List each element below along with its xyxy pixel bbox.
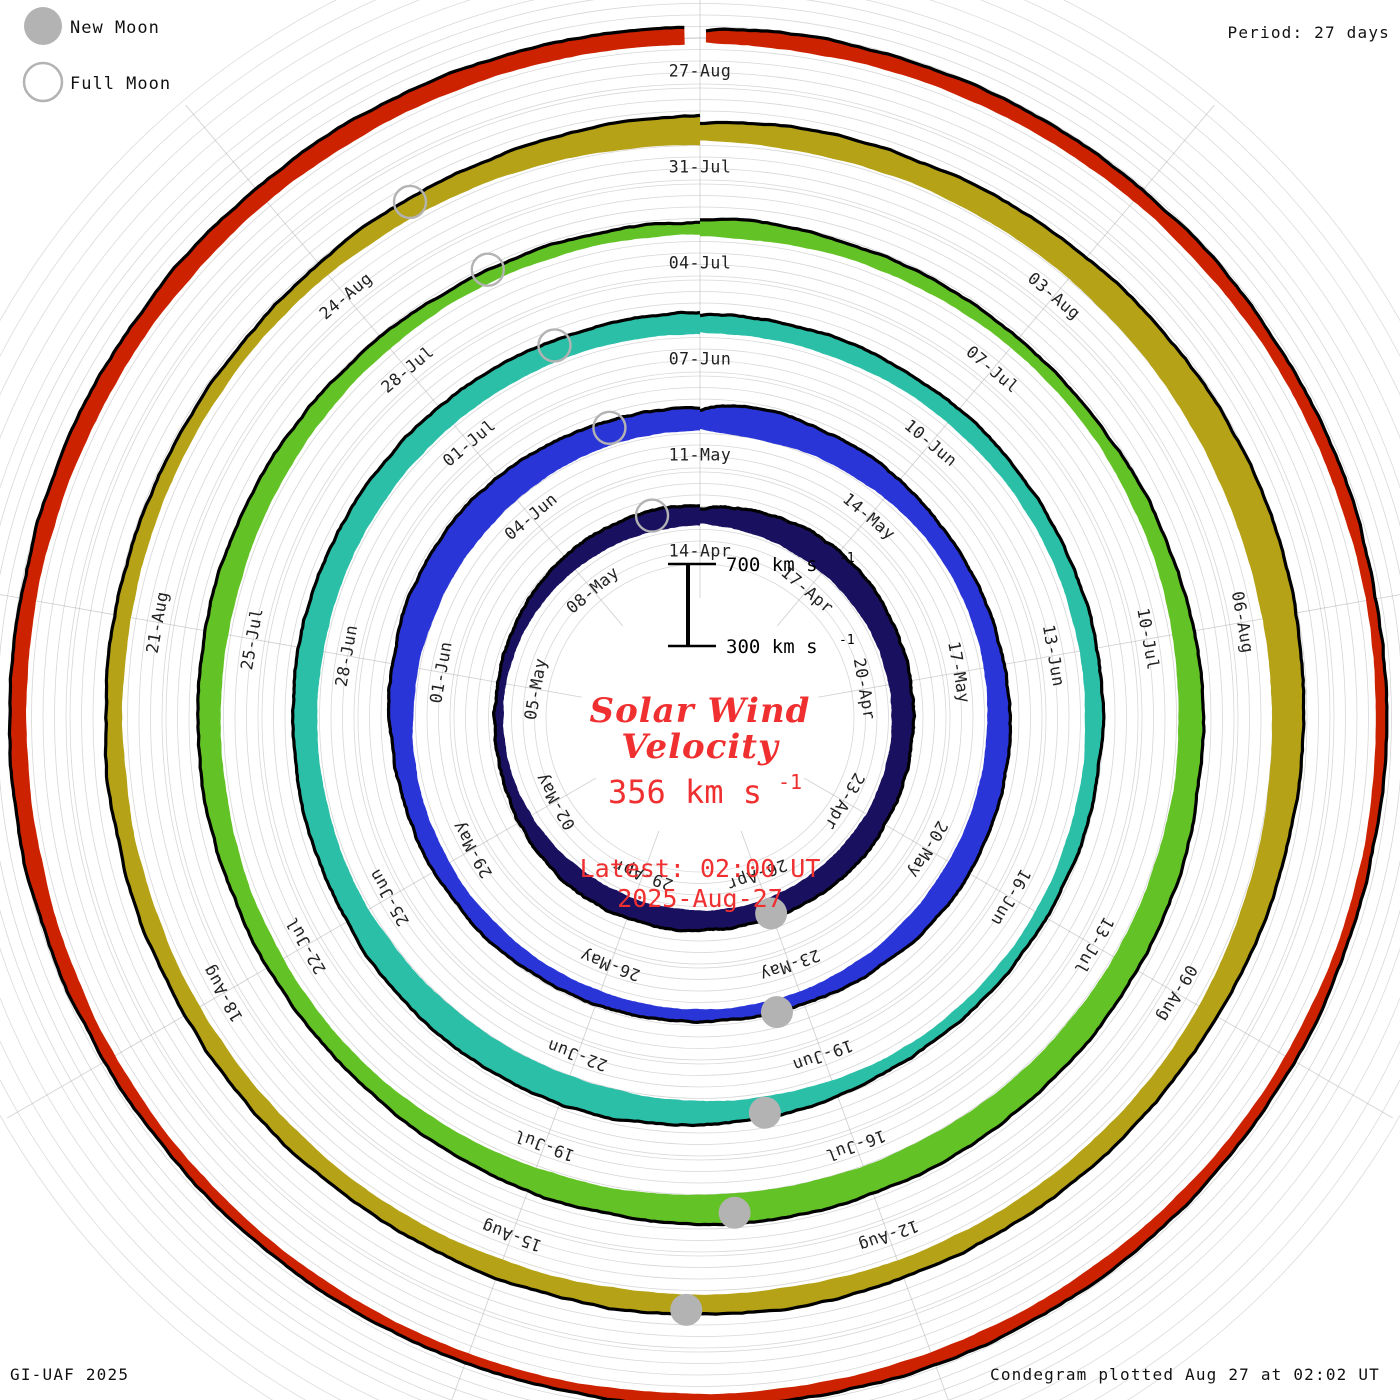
full-moon-marker	[392, 184, 428, 220]
new-moon-marker	[670, 1293, 703, 1326]
full-moon-marker	[634, 498, 670, 533]
scale-top-exponent: -1	[839, 551, 855, 566]
ring-date-label: 16-Jun	[987, 866, 1035, 930]
latest-date: 2025-Aug-27	[617, 884, 783, 913]
current-value: 356 km s	[608, 773, 762, 811]
ring-date-label: 04-Jul	[669, 254, 732, 273]
ring-date-label: 13-Jun	[1039, 623, 1069, 688]
ring-date-label: 11-May	[669, 446, 732, 465]
ring-date-label: 27-Aug	[669, 62, 732, 81]
ring-date-label: 10-Jul	[1133, 607, 1163, 672]
ring-date-label: 22-Jul	[282, 914, 330, 978]
new-moon-label: New Moon	[70, 18, 160, 38]
moon-legend: New Moon Full Moon	[22, 7, 171, 103]
ring-date-label: 21-Aug	[143, 590, 173, 655]
footer-left-group: GI-UAF 2025	[10, 1365, 129, 1384]
full-moon-marker	[592, 410, 627, 446]
full-moon-marker	[537, 328, 572, 363]
chart-title-line1: Solar Wind	[590, 691, 811, 731]
moon-markers	[392, 184, 793, 1326]
new-moon-icon	[24, 7, 62, 45]
plot-timestamp: Condegram plotted Aug 27 at 02:02 UT	[990, 1365, 1380, 1384]
ring-date-label: 18-Aug	[199, 962, 247, 1026]
new-moon-marker	[748, 1096, 781, 1129]
copyright-label: GI-UAF 2025	[10, 1365, 129, 1384]
full-moon-icon	[22, 61, 64, 103]
center-annotation: Solar Wind Velocity 356 km s -1 Latest: …	[580, 691, 821, 913]
full-moon-marker	[470, 252, 505, 287]
scale-bottom-exponent: -1	[839, 633, 855, 648]
ring-date-label: 25-Jul	[237, 607, 267, 672]
footer-right-group: Condegram plotted Aug 27 at 02:02 UT	[990, 1365, 1380, 1384]
latest-time: Latest: 02:00 UT	[580, 854, 821, 883]
scale-bottom-label: 300 km s	[726, 636, 818, 658]
period-label-group: Period: 27 days	[1228, 23, 1391, 42]
ring-envelope	[290, 310, 1106, 1128]
period-label: Period: 27 days	[1228, 23, 1391, 42]
ring-date-label: 14-Apr	[669, 542, 732, 561]
new-moon-marker	[760, 996, 793, 1029]
new-moon-marker	[755, 897, 788, 930]
ring-envelope	[492, 504, 917, 933]
ring-date-label: 07-Jun	[669, 350, 732, 369]
chart-title-line2: Velocity	[621, 727, 780, 767]
ring-traces	[7, 25, 1389, 1400]
ring-date-label: 06-Aug	[1228, 590, 1258, 655]
ring-date-label: 31-Jul	[669, 158, 732, 177]
scale-bar: 700 km s -1 300 km s -1	[668, 551, 855, 658]
scale-top-label: 700 km s	[726, 554, 818, 576]
ring-envelope	[7, 25, 1389, 1400]
full-moon-label: Full Moon	[70, 74, 171, 94]
ring-envelope	[196, 217, 1206, 1227]
new-moon-marker	[718, 1196, 751, 1229]
ring-date-label: 28-Jun	[332, 623, 362, 688]
ring-envelope	[386, 404, 1013, 1024]
current-value-exponent: -1	[778, 770, 802, 794]
